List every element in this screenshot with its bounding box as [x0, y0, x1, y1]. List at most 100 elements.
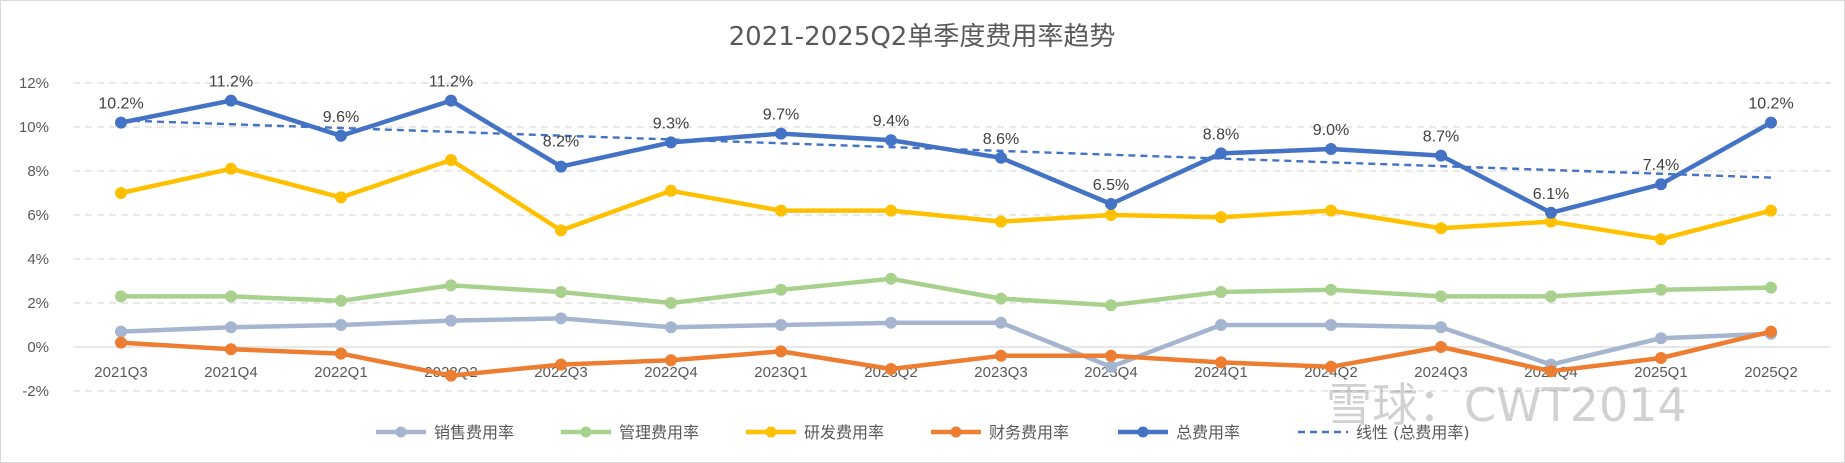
total-data-label: 8.7% [1423, 129, 1459, 146]
total-data-label: 9.7% [763, 107, 799, 124]
legend-label: 财务费用率 [989, 423, 1069, 442]
data-point [335, 319, 347, 331]
y-tick-label: 8% [27, 163, 49, 180]
data-point [445, 279, 457, 292]
data-point [1325, 360, 1337, 373]
data-point [1325, 204, 1337, 217]
data-point [995, 316, 1007, 329]
legend-marker [580, 426, 592, 438]
series-研发费用率 [115, 154, 1777, 246]
data-point [1325, 319, 1337, 331]
data-point [1545, 290, 1557, 303]
data-point [1325, 143, 1337, 155]
total-data-label: 8.2% [543, 134, 579, 151]
data-point [885, 272, 897, 285]
series-销售费用率 [115, 312, 1777, 373]
data-point [1765, 281, 1777, 294]
data-point [1215, 319, 1227, 331]
series-总费用率 [115, 94, 1777, 219]
y-tick-label: 10% [19, 119, 49, 136]
data-point [995, 292, 1007, 305]
legend-marker [1137, 426, 1149, 438]
legend-label: 销售费用率 [434, 423, 514, 442]
data-point [1765, 116, 1777, 129]
legend-marker [395, 426, 407, 438]
x-tick-label: 2022Q1 [314, 364, 367, 381]
chart-title: 2021-2025Q2单季度费用率趋势 [729, 22, 1116, 52]
total-data-label: 9.3% [653, 115, 689, 132]
data-point [1545, 365, 1557, 378]
x-tick-label: 2022Q3 [534, 364, 587, 381]
data-point [665, 184, 677, 197]
data-point [1105, 299, 1117, 312]
legend-item: 总费用率 [1118, 423, 1240, 442]
y-axis-ticks: -2% 0% 2% 4% 6% 8% 10% 12% [19, 75, 49, 400]
data-point [335, 294, 347, 307]
data-point [1435, 290, 1447, 303]
data-point [445, 154, 457, 166]
data-point [1655, 332, 1667, 345]
data-point [995, 151, 1007, 164]
total-data-label: 6.1% [1533, 186, 1569, 203]
data-point [885, 134, 897, 147]
series-line [118, 98, 1774, 216]
data-point [225, 343, 237, 356]
data-point [335, 347, 347, 360]
series-管理费用率 [115, 272, 1777, 312]
series-财务费用率 [115, 325, 1777, 382]
data-point [665, 136, 677, 149]
y-tick-label: 0% [27, 339, 49, 356]
data-point [555, 358, 567, 371]
total-data-label: 11.2% [429, 74, 473, 91]
x-tick-label: 2025Q1 [1634, 364, 1687, 381]
data-point [775, 204, 787, 217]
data-point [665, 321, 677, 334]
total-data-label: 7.4% [1643, 157, 1679, 174]
data-point [115, 325, 127, 338]
data-labels: 10.2% 11.2% 9.6% 11.2% 8.2% 9.3% 9.7% 9.4% 8.6% 6… [98, 74, 1793, 203]
data-point [1655, 283, 1667, 296]
legend-marker [950, 426, 962, 438]
data-point [665, 354, 677, 367]
data-point [1105, 198, 1117, 210]
y-tick-label: 2% [27, 295, 49, 312]
data-point [555, 224, 567, 237]
series-line [118, 276, 1774, 308]
data-point [885, 363, 897, 375]
x-tick-label: 2021Q3 [94, 364, 147, 381]
x-tick-label: 2021Q4 [204, 364, 257, 381]
legend-item: 研发费用率 [746, 423, 884, 442]
series-line [118, 329, 1774, 378]
total-data-label: 8.8% [1203, 126, 1239, 143]
data-point [995, 349, 1007, 362]
legend-label: 总费用率 [1176, 423, 1240, 442]
data-point [225, 290, 237, 303]
data-point [1105, 209, 1117, 221]
data-point [225, 94, 237, 107]
data-point [445, 369, 457, 382]
legend-marker [765, 426, 777, 438]
legend-item: 销售费用率 [376, 423, 514, 442]
total-data-label: 9.4% [873, 113, 909, 130]
data-point [885, 316, 897, 329]
data-point [1655, 233, 1667, 246]
x-tick-label: 2023Q3 [974, 364, 1027, 381]
data-point [1215, 147, 1227, 160]
legend-label: 研发费用率 [804, 423, 884, 442]
series-line [118, 316, 1774, 370]
series-layer [115, 94, 1777, 382]
total-data-label: 10.2% [1748, 96, 1793, 113]
data-point [1105, 349, 1117, 362]
total-data-label: 8.6% [983, 131, 1019, 148]
series-line [118, 157, 1774, 242]
data-point [775, 283, 787, 296]
data-point [555, 286, 567, 298]
data-point [885, 204, 897, 217]
data-point [115, 187, 127, 199]
data-point [1215, 286, 1227, 298]
data-point [995, 215, 1007, 228]
data-point [1435, 149, 1447, 162]
total-data-label: 9.0% [1313, 122, 1349, 139]
